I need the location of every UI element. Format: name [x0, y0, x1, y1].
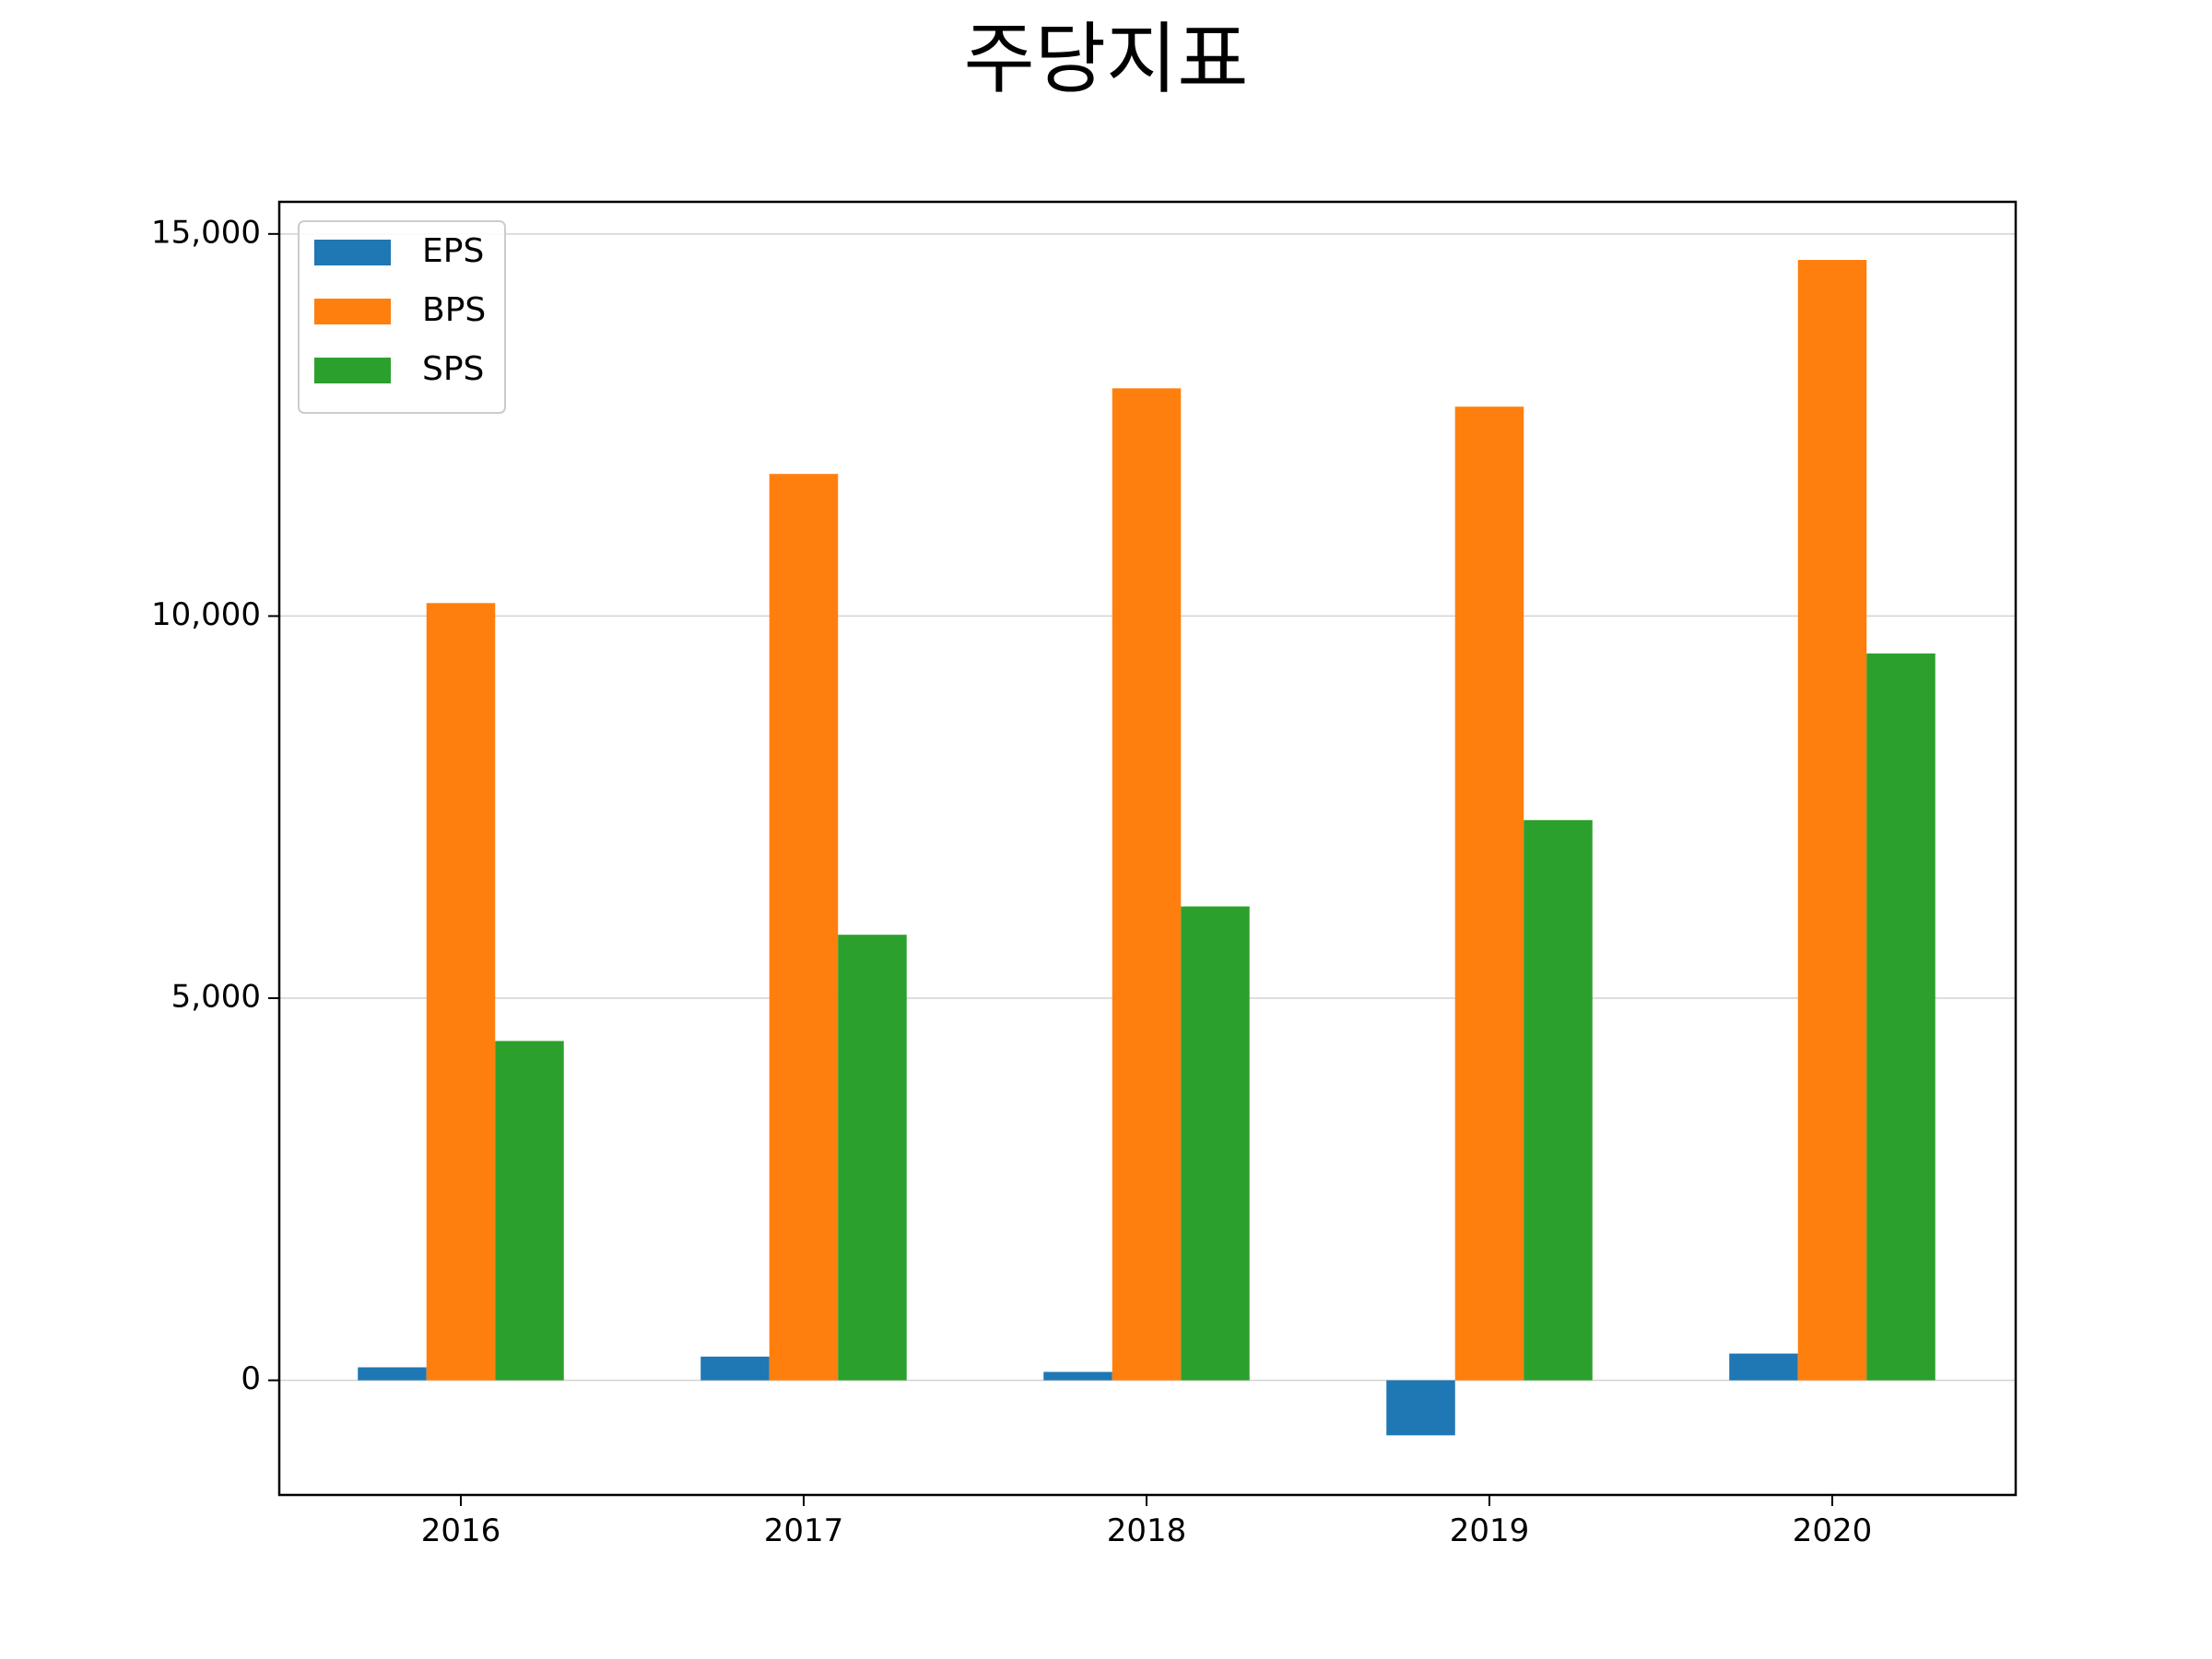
legend-swatch-eps	[314, 240, 391, 265]
legend-label-sps: SPS	[422, 350, 484, 388]
x-tick-label: 2020	[1793, 1512, 1873, 1549]
y-tick-label: 10,000	[151, 596, 261, 633]
bar-sps-2016	[495, 1041, 564, 1381]
bar-sps-2019	[1524, 819, 1593, 1381]
legend: EPS BPS SPS	[298, 220, 506, 414]
legend-label-eps: EPS	[422, 232, 484, 270]
bar-eps-2019	[1386, 1380, 1455, 1436]
bar-eps-2018	[1043, 1371, 1112, 1381]
y-tick-label: 0	[241, 1360, 261, 1397]
x-tick-label: 2018	[1107, 1512, 1187, 1549]
bar-bps-2019	[1454, 406, 1524, 1381]
legend-swatch-bps	[314, 299, 391, 324]
legend-label-bps: BPS	[422, 291, 486, 329]
bars	[358, 260, 1936, 1436]
bar-bps-2018	[1112, 388, 1182, 1381]
chart-title: 주당지표	[963, 14, 1249, 104]
bar-sps-2017	[838, 935, 907, 1381]
y-axis: 0 5,000 10,000 15,000	[151, 214, 279, 1397]
bar-eps-2016	[358, 1367, 427, 1381]
bar-sps-2018	[1181, 906, 1250, 1381]
bar-bps-2016	[426, 603, 496, 1381]
x-tick-label: 2019	[1450, 1512, 1530, 1549]
bar-eps-2020	[1729, 1353, 1798, 1381]
legend-swatch-sps	[314, 358, 391, 383]
x-tick-label: 2017	[764, 1512, 844, 1549]
y-tick-label: 5,000	[171, 979, 261, 1016]
bar-sps-2020	[1866, 653, 1936, 1381]
bar-bps-2017	[769, 474, 839, 1381]
bar-eps-2017	[700, 1356, 770, 1381]
x-axis: 2016 2017 2018 2019 2020	[421, 1495, 1873, 1549]
x-tick-label: 2016	[421, 1512, 501, 1549]
y-tick-label: 15,000	[151, 214, 261, 251]
bar-bps-2020	[1797, 260, 1867, 1381]
